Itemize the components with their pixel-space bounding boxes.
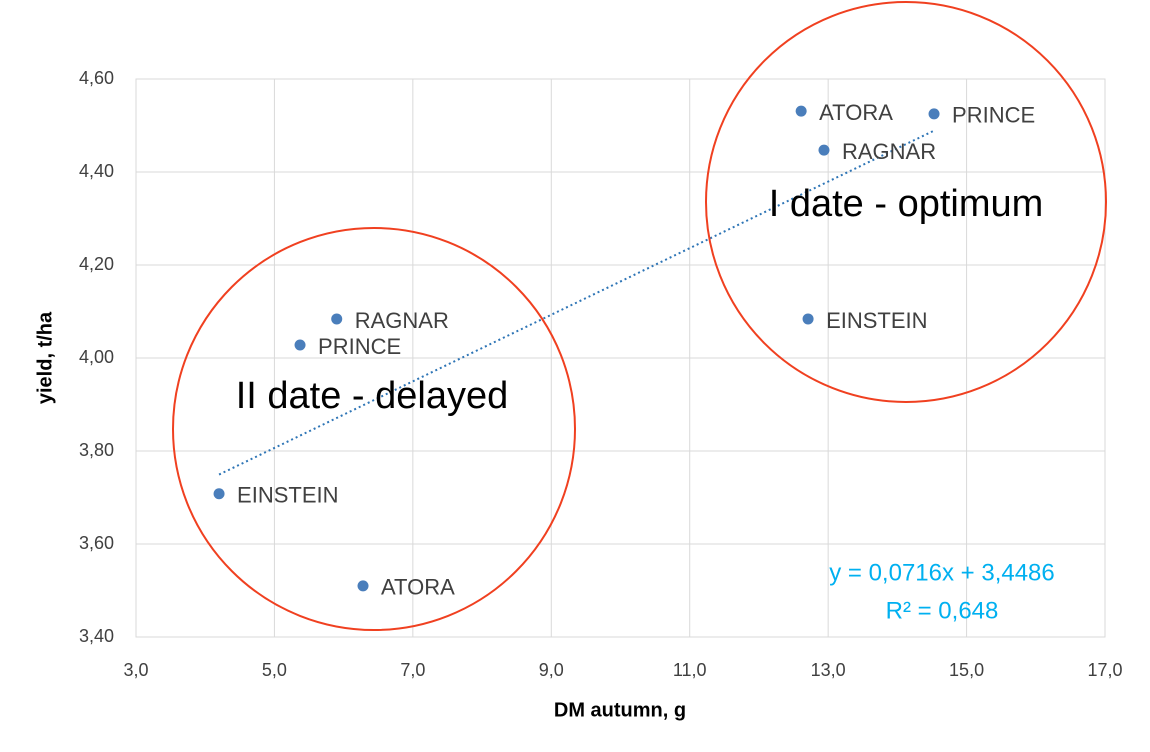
point-label: ATORA xyxy=(381,575,455,600)
x-tick-label: 3,0 xyxy=(123,660,148,680)
plot-border xyxy=(135,78,1106,638)
point xyxy=(331,313,343,325)
x-tick-label: 5,0 xyxy=(262,660,287,680)
point-label: EINSTEIN xyxy=(826,308,927,333)
trend-r2: R² = 0,648 xyxy=(886,597,999,624)
point xyxy=(795,105,807,117)
x-tick-label: 15,0 xyxy=(949,660,984,680)
y-tick-label: 3,80 xyxy=(79,440,114,460)
y-tick-label: 4,60 xyxy=(79,68,114,88)
point xyxy=(213,488,225,500)
trendline xyxy=(218,129,935,476)
x-tick-label: 7,0 xyxy=(400,660,425,680)
point-label: PRINCE xyxy=(318,334,401,359)
point xyxy=(357,580,369,592)
point-label: RAGNAR xyxy=(355,308,449,333)
y-tick-label: 4,20 xyxy=(79,254,114,274)
y-tick-label: 3,40 xyxy=(79,626,114,646)
x-tick-label: 9,0 xyxy=(539,660,564,680)
y-axis-title: yield, t/ha xyxy=(34,311,56,404)
point xyxy=(928,108,940,120)
point xyxy=(294,339,306,351)
point-label: PRINCE xyxy=(952,103,1035,128)
point xyxy=(818,144,830,156)
point-label: RAGNAR xyxy=(842,139,936,164)
y-tick-label: 4,00 xyxy=(79,347,114,367)
x-tick-label: 17,0 xyxy=(1087,660,1122,680)
x-tick-label: 13,0 xyxy=(811,660,846,680)
x-tick-label: 11,0 xyxy=(673,660,707,680)
point-label: ATORA xyxy=(819,100,893,125)
point-label: EINSTEIN xyxy=(237,483,338,508)
x-axis-title: DM autumn, g xyxy=(554,699,686,721)
annotation: II date - delayed xyxy=(236,375,509,417)
y-tick-label: 4,40 xyxy=(79,161,114,181)
group-circle xyxy=(705,1,1107,403)
group-circle xyxy=(172,227,576,631)
trend-equation: y = 0,0716x + 3,4486 xyxy=(829,559,1055,586)
y-tick-label: 3,60 xyxy=(79,533,114,553)
point xyxy=(802,313,814,325)
annotation: I date - optimum xyxy=(769,183,1044,225)
